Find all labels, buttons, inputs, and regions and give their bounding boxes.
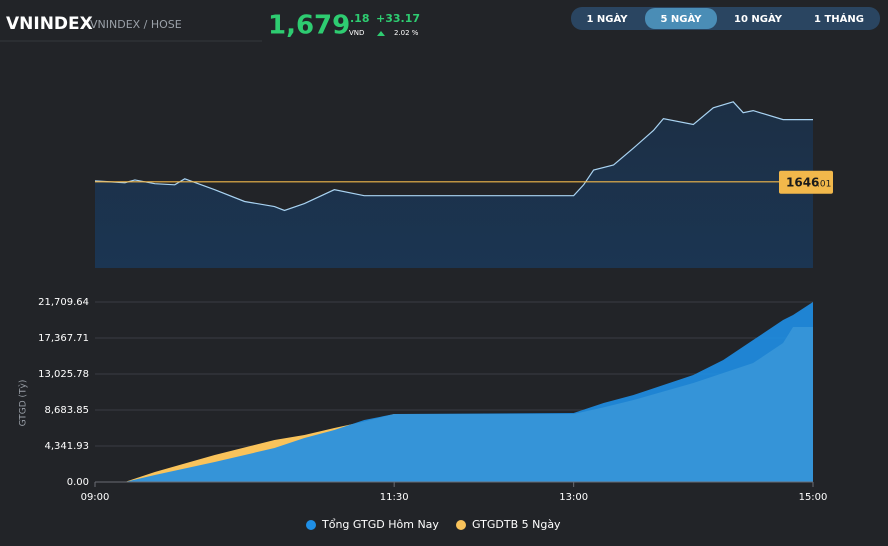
x-tick-label: 09:00 [81,492,110,503]
reference-label: 1646 [786,175,819,189]
area [95,302,813,482]
tab[interactable]: 1 THÁNG [814,12,864,25]
legend-dot [306,520,316,530]
legend-dot [456,520,466,530]
y-axis-label: GTGD (Tỷ) [19,380,29,427]
currency: VND [349,29,364,37]
change: +33.17 [376,12,420,25]
x-tick-label: 11:30 [380,492,409,503]
price-area [95,101,813,269]
change-pct: 2.02 % [394,29,419,37]
tab[interactable]: 5 NGÀY [660,12,702,25]
price-decimal: .18 [350,12,370,25]
x-tick-label: 13:00 [559,492,588,503]
exchange: VNINDEX / HOSE [90,18,182,31]
tab-active [645,8,717,29]
tabs: 1 NGÀY 5 NGÀY 10 NGÀY 1 THÁNG [586,12,864,25]
legend-label[interactable]: GTGDTB 5 Ngày [472,518,561,531]
y-tick-label: 21,709.64 [38,297,89,308]
y-tick-label: 17,367.71 [38,333,89,344]
price-chart: 1646.01 [94,101,833,269]
reference-box [779,170,833,194]
price: 1,679 [268,11,350,41]
value-chart: 0.00 4,341.93 8,683.85 13,025.78 17,367.71 21… [19,297,828,531]
y-tick-label: 8,683.85 [44,405,89,416]
y-tick-label: 4,341.93 [44,441,89,452]
y-tick-label: 0.00 [67,477,89,488]
y-tick-label: 13,025.78 [38,369,89,380]
up-arrow [377,31,385,36]
tab[interactable]: 10 NGÀY [734,12,783,25]
symbol: VNINDEX [6,14,93,34]
x-tick-label: 15:00 [799,492,828,503]
legend-label[interactable]: Tổng GTGD Hôm Nay [321,518,439,531]
tab[interactable]: 1 NGÀY [586,12,628,25]
reference-decimal: .01 [817,179,831,189]
